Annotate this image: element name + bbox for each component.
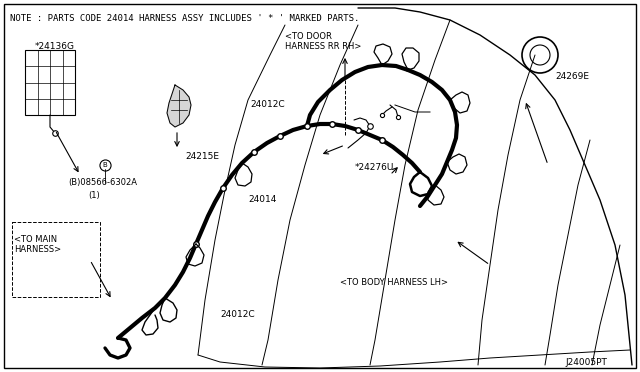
Bar <box>25 50 75 115</box>
Text: <TO MAIN
HARNESS>: <TO MAIN HARNESS> <box>14 235 61 254</box>
Text: NOTE : PARTS CODE 24014 HARNESS ASSY INCLUDES ' * ' MARKED PARTS.: NOTE : PARTS CODE 24014 HARNESS ASSY INC… <box>10 14 360 23</box>
Text: (B)08566-6302A: (B)08566-6302A <box>68 178 137 187</box>
Text: 24012C: 24012C <box>250 100 285 109</box>
Text: 24269E: 24269E <box>555 72 589 81</box>
Text: 24215E: 24215E <box>185 152 219 161</box>
Text: 24012C: 24012C <box>220 310 255 319</box>
Text: B: B <box>102 162 108 168</box>
Text: (1): (1) <box>88 191 100 200</box>
Text: *24136G: *24136G <box>35 42 75 51</box>
Text: <TO BODY HARNESS LH>: <TO BODY HARNESS LH> <box>340 278 448 287</box>
Polygon shape <box>167 85 191 127</box>
Text: J24005PT: J24005PT <box>565 358 607 367</box>
Text: *24276U: *24276U <box>355 163 394 172</box>
Text: 24014: 24014 <box>248 195 276 204</box>
Bar <box>12 222 100 297</box>
Text: <TO DOOR
HARNESS RR RH>: <TO DOOR HARNESS RR RH> <box>285 32 362 51</box>
